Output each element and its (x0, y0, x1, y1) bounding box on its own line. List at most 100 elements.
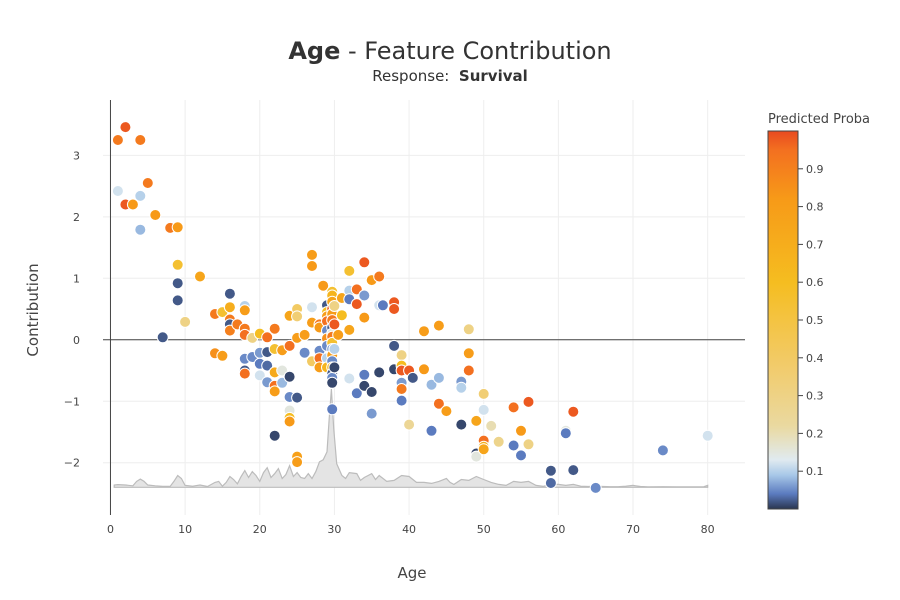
data-point[interactable] (432, 371, 445, 384)
data-point[interactable] (350, 387, 363, 400)
data-point[interactable] (388, 339, 401, 352)
data-point[interactable] (291, 456, 304, 469)
data-point[interactable] (395, 383, 408, 395)
data-point[interactable] (332, 328, 345, 341)
data-point[interactable] (406, 371, 419, 384)
data-point[interactable] (335, 309, 348, 322)
data-point[interactable] (141, 177, 154, 189)
data-point[interactable] (470, 414, 483, 427)
data-point[interactable] (238, 367, 251, 380)
data-point[interactable] (328, 300, 341, 312)
data-point[interactable] (507, 439, 520, 452)
data-point[interactable] (261, 359, 274, 372)
data-point[interactable] (432, 397, 445, 410)
data-point[interactable] (298, 346, 311, 359)
data-point[interactable] (492, 435, 505, 448)
data-point[interactable] (343, 372, 356, 385)
data-point[interactable] (507, 401, 520, 414)
data-point[interactable] (111, 185, 124, 197)
data-point[interactable] (455, 381, 468, 394)
data-point[interactable] (261, 331, 274, 344)
data-point[interactable] (522, 395, 535, 408)
data-point[interactable] (134, 134, 147, 146)
data-point[interactable] (350, 298, 363, 311)
data-point[interactable] (567, 464, 580, 477)
data-point[interactable] (462, 347, 475, 360)
data-point[interactable] (403, 418, 416, 431)
data-point[interactable] (171, 294, 184, 307)
data-point[interactable] (343, 264, 356, 277)
data-point[interactable] (306, 301, 318, 314)
data-point[interactable] (358, 311, 371, 324)
data-point[interactable] (701, 429, 714, 442)
data-point[interactable] (216, 349, 229, 362)
data-point[interactable] (268, 322, 281, 335)
data-point[interactable] (477, 387, 490, 400)
data-point[interactable] (328, 318, 341, 331)
data-point[interactable] (462, 364, 475, 377)
data-point[interactable] (440, 405, 453, 418)
data-point[interactable] (455, 418, 468, 431)
data-point[interactable] (134, 223, 147, 236)
data-point[interactable] (283, 339, 296, 352)
data-point[interactable] (358, 256, 371, 269)
data-point[interactable] (522, 438, 535, 451)
data-point[interactable] (477, 403, 490, 416)
data-point[interactable] (179, 315, 192, 328)
data-point[interactable] (171, 277, 184, 290)
data-point[interactable] (268, 385, 281, 398)
data-point[interactable] (358, 289, 371, 302)
data-point[interactable] (395, 349, 408, 362)
data-point[interactable] (317, 279, 330, 292)
data-point[interactable] (425, 378, 438, 391)
data-point[interactable] (149, 209, 162, 221)
data-point[interactable] (395, 394, 408, 407)
data-point[interactable] (343, 323, 356, 336)
data-point[interactable] (462, 323, 475, 336)
data-point[interactable] (119, 121, 132, 134)
data-point[interactable] (306, 260, 318, 272)
data-point[interactable] (358, 368, 371, 381)
data-point[interactable] (291, 310, 304, 323)
data-point[interactable] (156, 331, 169, 344)
data-point[interactable] (111, 134, 124, 146)
data-point[interactable] (418, 363, 430, 376)
data-point[interactable] (656, 444, 669, 457)
data-point[interactable] (194, 270, 206, 283)
data-point[interactable] (515, 424, 527, 437)
data-point[interactable] (238, 304, 251, 317)
data-point[interactable] (559, 427, 572, 440)
data-point[interactable] (376, 299, 389, 312)
data-point[interactable] (291, 391, 304, 404)
data-point[interactable] (306, 248, 318, 261)
data-point[interactable] (171, 221, 184, 234)
data-point[interactable] (253, 369, 266, 382)
data-point[interactable] (477, 443, 490, 456)
data-point[interactable] (328, 343, 341, 355)
data-point[interactable] (328, 361, 341, 374)
data-point[interactable] (283, 415, 296, 428)
data-point[interactable] (544, 477, 557, 489)
data-point[interactable] (326, 403, 339, 416)
data-point[interactable] (126, 198, 139, 211)
data-point[interactable] (223, 301, 236, 314)
data-point[interactable] (589, 481, 602, 494)
data-point[interactable] (388, 303, 401, 315)
data-point[interactable] (373, 366, 386, 379)
data-point[interactable] (432, 319, 445, 332)
data-point[interactable] (515, 449, 527, 462)
data-point[interactable] (283, 370, 296, 383)
data-point[interactable] (365, 386, 378, 398)
data-point[interactable] (544, 464, 557, 477)
data-point[interactable] (171, 258, 184, 271)
data-point[interactable] (567, 405, 580, 418)
data-point[interactable] (268, 429, 281, 442)
data-point[interactable] (470, 450, 483, 463)
data-point[interactable] (373, 270, 386, 283)
data-point[interactable] (326, 376, 339, 389)
data-point[interactable] (298, 328, 311, 341)
data-point[interactable] (485, 419, 498, 432)
data-point[interactable] (223, 287, 236, 300)
data-point[interactable] (365, 407, 378, 420)
data-point[interactable] (134, 189, 147, 202)
